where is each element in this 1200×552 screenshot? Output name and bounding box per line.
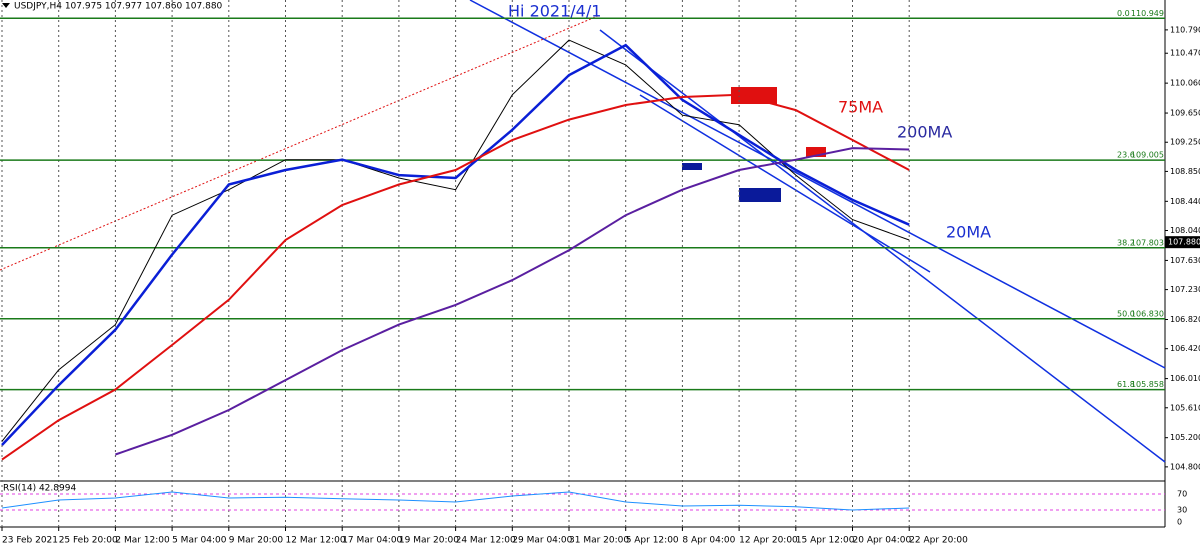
x-tick-label: 5 Apr 12:00 [626, 536, 679, 546]
channel-line [639, 94, 931, 273]
y-tick-label: 107.630 [1170, 256, 1200, 265]
annotation: Hi 2021/4/1 [508, 2, 601, 21]
series-line [1, 491, 910, 511]
x-tick-label: 25 Feb 20:00 [59, 536, 118, 546]
fib-level: 0.0 [1117, 9, 1130, 18]
rsi-header: RSI(14) 42.8994 [3, 484, 76, 494]
current-price-label: 107.880 [1168, 238, 1200, 247]
x-tick-label: 8 Apr 04:00 [682, 536, 735, 546]
series-line [1, 93, 910, 461]
y-tick-label: 110.470 [1170, 49, 1200, 58]
y-tick-label: 109.250 [1170, 138, 1200, 147]
channel-line [469, 0, 1166, 369]
x-tick-label: 23 Feb 2021 [2, 536, 58, 546]
current-price-box [1165, 236, 1200, 249]
rsi-tick-label: 30 [1177, 506, 1187, 515]
x-tick-label: 15 Apr 12:00 [796, 536, 855, 546]
fib-price: 110.949 [1131, 9, 1164, 18]
fib-price: 105.858 [1131, 380, 1164, 389]
series-line [115, 147, 910, 456]
y-tick-label: 108.040 [1170, 226, 1200, 235]
series-line [1, 39, 910, 442]
x-tick-label: 31 Mar 20:00 [569, 536, 629, 546]
fib-price: 106.830 [1131, 309, 1164, 318]
x-tick-label: 24 Mar 12:00 [456, 536, 516, 546]
x-tick-label: 12 Apr 20:00 [739, 536, 798, 546]
y-tick-label: 110.790 [1170, 25, 1200, 34]
fib-price: 109.005 [1131, 151, 1164, 160]
x-tick-label: 22 Apr 20:00 [909, 536, 968, 546]
support-box [739, 188, 781, 202]
y-tick-label: 110.060 [1170, 79, 1200, 88]
y-tick-label: 108.850 [1170, 167, 1200, 176]
x-tick-label: 20 Apr 04:00 [853, 536, 912, 546]
resistance-box [806, 147, 826, 157]
x-tick-label: 29 Mar 04:00 [512, 536, 572, 546]
fib-price: 107.803 [1131, 238, 1164, 247]
menu-arrow [2, 3, 10, 8]
fib-level: 50.0 [1117, 309, 1135, 318]
y-tick-label: 107.230 [1170, 285, 1200, 294]
y-tick-label: 109.650 [1170, 109, 1200, 118]
trend-line [0, 14, 601, 271]
resistance-box [731, 87, 777, 104]
y-tick-label: 108.440 [1170, 197, 1200, 206]
fib-level: 38.2 [1117, 238, 1135, 247]
y-tick-label: 105.200 [1170, 433, 1200, 442]
x-tick-label: 17 Mar 04:00 [342, 536, 402, 546]
y-tick-label: 104.800 [1170, 462, 1200, 471]
x-tick-label: 5 Mar 04:00 [172, 536, 227, 546]
y-tick-label: 106.420 [1170, 344, 1200, 353]
rsi-tick-label: 70 [1177, 490, 1187, 499]
ma-label: 75MA [838, 98, 883, 117]
y-tick-label: 106.010 [1170, 374, 1200, 383]
fib-level: 61.8 [1117, 380, 1135, 389]
ma-label: 200MA [897, 123, 952, 142]
fib-level: 23.6 [1117, 151, 1135, 160]
x-tick-label: 2 Mar 12:00 [115, 536, 170, 546]
series-line [1, 43, 910, 446]
rsi-tick-label: 0 [1177, 518, 1182, 527]
chart-header: USDJPY,H4 107.975 107.977 107.860 107.88… [14, 2, 223, 12]
x-tick-label: 19 Mar 20:00 [399, 536, 459, 546]
support-box [682, 163, 702, 170]
ma-label: 20MA [946, 223, 991, 242]
y-tick-label: 106.820 [1170, 315, 1200, 324]
y-tick-label: 105.610 [1170, 403, 1200, 412]
x-tick-label: 9 Mar 20:00 [229, 536, 284, 546]
x-tick-label: 12 Mar 12:00 [286, 536, 346, 546]
